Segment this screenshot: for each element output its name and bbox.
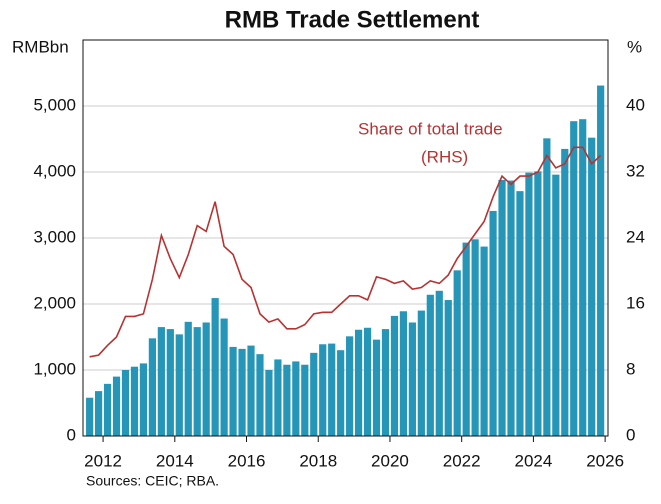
bar <box>498 179 506 437</box>
bar <box>588 137 596 436</box>
bar <box>256 354 264 436</box>
bar <box>130 366 139 436</box>
x-tick-label: 2024 <box>514 451 552 470</box>
y-tick-label: 2,000 <box>33 293 76 312</box>
bar <box>238 348 246 436</box>
bar <box>561 148 569 436</box>
bar <box>372 339 381 436</box>
bar <box>390 315 399 436</box>
y2-tick-label: 32 <box>626 161 645 180</box>
bar <box>597 85 605 436</box>
bar <box>534 171 542 436</box>
y2-tick-label: 16 <box>626 293 645 312</box>
y2-tick-label: 40 <box>626 95 645 114</box>
bar <box>274 359 282 436</box>
bar <box>552 174 560 436</box>
bar <box>337 350 345 436</box>
annotation: (RHS) <box>421 147 468 166</box>
bar <box>444 300 452 436</box>
bar <box>363 327 372 436</box>
bar <box>462 242 470 436</box>
bar <box>480 246 488 436</box>
y2-axis-label: % <box>627 37 642 56</box>
bar <box>175 334 183 436</box>
plot-frame <box>82 39 609 437</box>
bar <box>292 361 300 436</box>
bar <box>184 321 192 436</box>
bar <box>157 327 165 436</box>
bar <box>525 172 533 436</box>
x-tick-label: 2022 <box>443 451 481 470</box>
bar <box>399 311 408 436</box>
bar <box>346 336 354 436</box>
bar <box>265 370 273 436</box>
source-note: Sources: CEIC; RBA. <box>86 473 219 489</box>
bar <box>86 397 94 436</box>
bar <box>121 370 130 436</box>
bar <box>507 180 515 436</box>
bar <box>220 318 228 436</box>
bar <box>426 294 434 436</box>
bar <box>579 119 587 436</box>
bar <box>301 364 309 436</box>
line <box>89 146 602 358</box>
bar <box>435 290 443 436</box>
y2-tick-label: 0 <box>626 425 635 444</box>
bar <box>202 322 210 436</box>
bar <box>516 191 524 436</box>
x-tick-label: 2020 <box>371 451 409 470</box>
bar <box>471 239 479 436</box>
bar <box>319 344 327 436</box>
bar <box>381 329 390 436</box>
bar <box>193 327 201 436</box>
bar <box>570 121 578 437</box>
bar <box>103 383 112 436</box>
bar <box>211 298 219 436</box>
annotation: Share of total trade <box>358 119 503 138</box>
x-tick-label: 2014 <box>156 451 194 470</box>
bar <box>283 364 291 436</box>
y-tick-label: 5,000 <box>33 95 76 114</box>
x-tick-label: 2026 <box>586 451 624 470</box>
y-tick-label: 3,000 <box>33 227 76 246</box>
x-tick-label: 2012 <box>84 451 122 470</box>
bar <box>94 391 103 436</box>
bar <box>229 346 237 436</box>
bar <box>328 343 336 436</box>
bar <box>453 270 461 436</box>
bar <box>354 329 363 436</box>
bar <box>139 363 148 436</box>
y-axis-label: RMBbn <box>12 37 69 56</box>
bar <box>417 310 425 436</box>
bar <box>408 322 416 436</box>
bar <box>543 138 551 436</box>
y-tick-label: 1,000 <box>33 359 76 378</box>
bar <box>148 338 156 436</box>
x-tick-label: 2018 <box>299 451 337 470</box>
bar <box>310 352 318 436</box>
y2-tick-label: 24 <box>626 227 645 246</box>
y2-tick-label: 8 <box>626 359 635 378</box>
y-tick-label: 0 <box>67 425 76 444</box>
bar <box>166 329 174 436</box>
x-tick-label: 2016 <box>228 451 266 470</box>
chart-title: RMB Trade Settlement <box>225 6 480 33</box>
bar <box>112 376 121 436</box>
y-tick-label: 4,000 <box>33 161 76 180</box>
bar <box>247 345 255 436</box>
bar <box>489 210 497 436</box>
